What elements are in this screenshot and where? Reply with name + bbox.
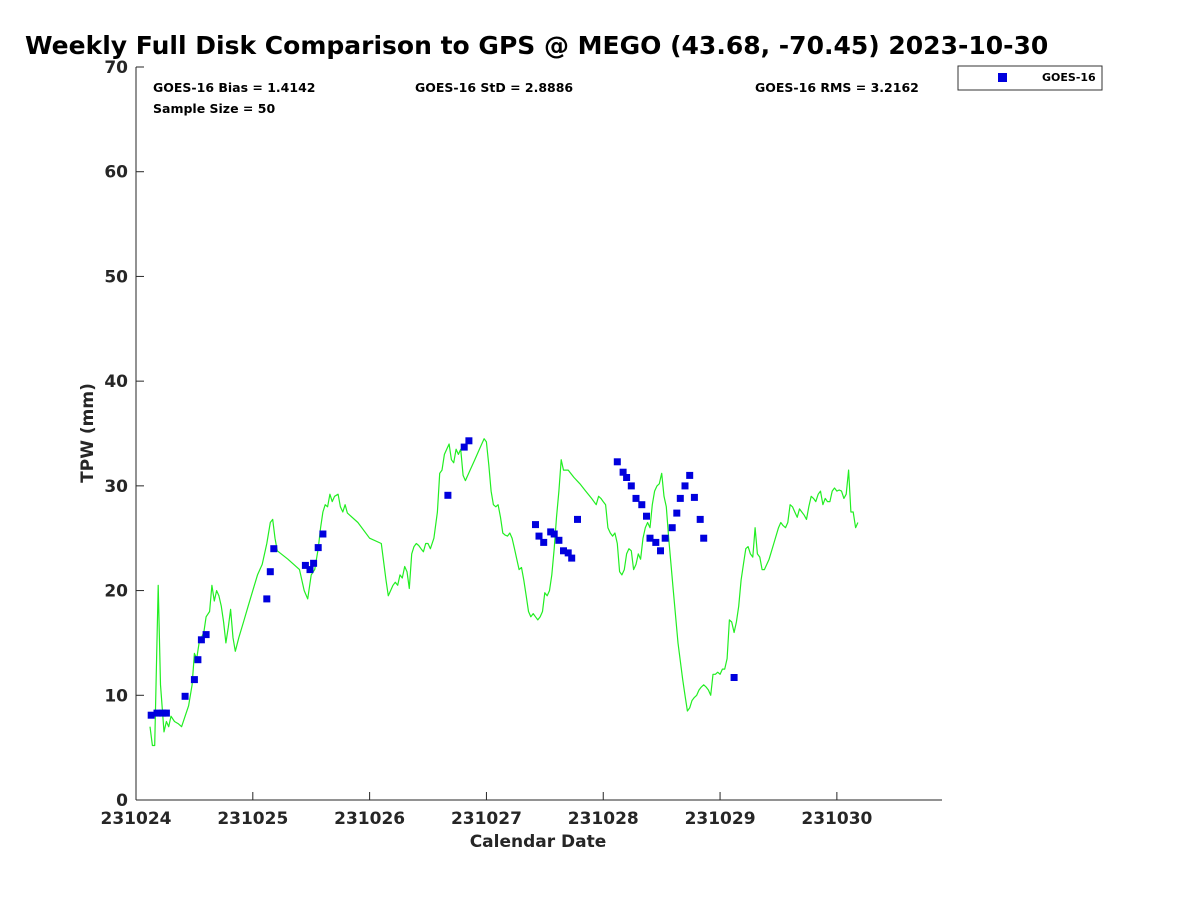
- goes16-point: [314, 544, 322, 552]
- gps-series-layer: [149, 438, 859, 747]
- stat-bias: GOES-16 Bias = 1.4142: [153, 80, 315, 95]
- goes16-point: [646, 534, 654, 542]
- stat-rms: GOES-16 RMS = 3.2162: [755, 80, 919, 95]
- goes16-point: [627, 482, 635, 490]
- goes16-point: [197, 636, 205, 644]
- goes16-point: [676, 494, 684, 502]
- goes16-point: [270, 545, 278, 553]
- y-tick-label: 60: [104, 163, 128, 183]
- goes16-point: [668, 524, 676, 532]
- goes16-point: [190, 676, 198, 684]
- stat-std: GOES-16 StD = 2.8886: [415, 80, 573, 95]
- goes16-point: [657, 547, 664, 555]
- x-tick-label: 231025: [217, 809, 288, 829]
- y-axis-label: TPW (mm): [78, 383, 98, 483]
- goes16-point: [202, 631, 210, 639]
- goes16-point: [673, 509, 681, 517]
- x-tick-label: 231029: [685, 809, 756, 829]
- goes16-point: [564, 549, 572, 557]
- goes16-point: [460, 443, 468, 451]
- goes16-point: [686, 471, 694, 479]
- x-tick-label: 231026: [334, 809, 405, 829]
- goes16-point: [613, 458, 621, 466]
- y-tick-label: 70: [104, 58, 128, 78]
- goes16-series-layer: [147, 437, 738, 719]
- goes16-point: [638, 501, 646, 509]
- goes16-point: [263, 595, 271, 603]
- goes16-point: [535, 532, 543, 540]
- goes16-point: [181, 692, 189, 700]
- goes16-point: [619, 468, 627, 476]
- goes16-point: [730, 674, 738, 681]
- chart-title: Weekly Full Disk Comparison to GPS @ MEG…: [25, 31, 1048, 60]
- stat-sample-size: Sample Size = 50: [153, 101, 275, 116]
- x-tick-label: 231028: [568, 809, 639, 829]
- x-tick-label: 231024: [101, 809, 172, 829]
- goes16-point: [444, 491, 452, 499]
- goes16-point: [643, 512, 650, 520]
- goes16-point: [560, 547, 567, 555]
- goes16-point: [568, 554, 576, 562]
- y-tick-label: 10: [104, 686, 128, 706]
- goes16-point: [465, 437, 473, 445]
- goes16-point: [194, 656, 202, 664]
- legend-marker: [998, 73, 1007, 82]
- goes16-point: [696, 515, 704, 523]
- axes: 0 10 20 30 40 50 60 70 231024 231025 231026 231027 2…: [101, 58, 942, 829]
- y-tick-label: 30: [104, 477, 128, 497]
- legend-label: GOES-16: [1042, 71, 1096, 84]
- goes16-point: [700, 534, 708, 542]
- y-tick-label: 50: [104, 267, 128, 287]
- goes16-point: [306, 566, 314, 574]
- legend: GOES-16: [957, 65, 1103, 91]
- goes16-point: [555, 536, 563, 544]
- legend-box: [957, 65, 1103, 91]
- goes16-point: [319, 530, 327, 538]
- goes16-point: [690, 493, 698, 501]
- goes16-point: [266, 568, 274, 576]
- y-tick-label: 20: [104, 582, 128, 602]
- x-tick-label: 231030: [801, 809, 872, 829]
- goes16-point: [681, 482, 689, 490]
- goes16-point: [532, 521, 539, 529]
- goes16-point: [623, 474, 631, 481]
- goes16-point: [162, 709, 170, 717]
- y-tick-label: 0: [116, 791, 128, 811]
- goes16-point: [310, 559, 318, 567]
- goes16-point: [632, 494, 640, 502]
- goes16-point: [147, 711, 155, 719]
- y-tick-label: 40: [104, 372, 128, 392]
- x-axis-label: Calendar Date: [470, 832, 607, 852]
- gps-tpw-line: [149, 438, 859, 747]
- goes16-point: [540, 538, 548, 546]
- goes16-point: [574, 515, 581, 523]
- goes16-point: [661, 534, 669, 542]
- plot-area: [136, 67, 942, 800]
- x-tick-label: 231027: [451, 809, 522, 829]
- goes16-point: [153, 709, 161, 717]
- goes16-point: [652, 538, 660, 546]
- goes16-point: [301, 561, 309, 569]
- goes16-point: [550, 530, 558, 538]
